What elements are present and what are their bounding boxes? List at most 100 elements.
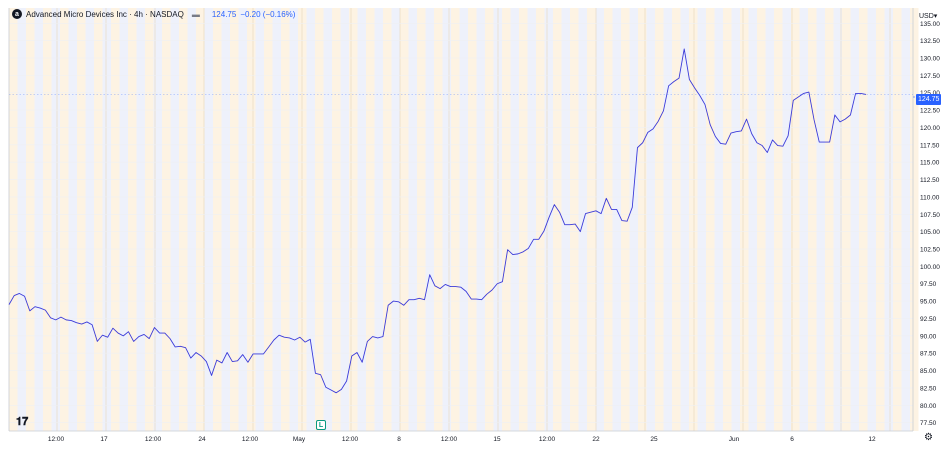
eye-icon[interactable]: ▬ [191,9,200,19]
session-band [230,8,239,431]
session-band [808,8,817,431]
x-tick-label: 8 [397,436,401,443]
session-band [825,8,834,431]
x-axis: 12:00 17 12:00 24 12:00 May 12:00 8 12:00 15 12:00… [48,436,876,443]
session-band [238,8,247,431]
x-tick-label: 12 [868,436,876,443]
y-tick-label: 130.00 [920,56,940,63]
session-band [850,8,859,431]
y-tick-label: 77.50 [920,420,937,427]
session-band [315,8,324,431]
session-band [85,8,94,431]
session-band [476,8,485,431]
session-band [553,8,562,431]
session-band [655,8,664,431]
legend-change: −0.20 (−0.16%) [240,9,296,19]
session-band [893,8,902,431]
session-band [289,8,298,431]
session-band [162,8,171,431]
session-band [833,8,842,431]
session-band [383,8,392,431]
session-band [502,8,511,431]
session-band [128,8,137,431]
session-band [323,8,332,431]
session-band [366,8,375,431]
session-band [119,8,128,431]
session-band [247,8,256,431]
session-band [442,8,451,431]
session-band [196,8,205,431]
session-band [213,8,222,431]
session-band [264,8,273,431]
session-band [638,8,647,431]
session-band [255,8,264,431]
session-band [604,8,613,431]
y-tick-label: 85.00 [920,368,937,375]
session-band [791,8,800,431]
session-band [723,8,732,431]
x-tick-label: 22 [592,436,600,443]
x-tick-label: 12:00 [48,436,65,443]
y-tick-label: 80.00 [920,403,937,410]
earnings-event-marker[interactable]: L [316,420,326,430]
session-band [757,8,766,431]
x-tick-label: Jun [729,436,740,443]
session-band [459,8,468,431]
tradingview-logo-icon[interactable]: 𝟏𝟕 [16,415,29,428]
y-tick-label: 90.00 [920,333,937,340]
y-axis: 135.00 132.50 130.00 127.50 125.00 122.50 120.… [920,21,940,427]
session-band [187,8,196,431]
y-tick-label: 117.50 [920,142,940,149]
session-band [77,8,86,431]
session-band [544,8,553,431]
session-band [612,8,621,431]
session-band [43,8,52,431]
x-tick-label: 25 [650,436,658,443]
price-line [8,48,867,394]
x-tick-label: 12:00 [145,436,162,443]
session-band [9,8,18,431]
y-tick-label: 125.00 [920,90,940,97]
session-band [570,8,579,431]
session-band [357,8,366,431]
symbol-legend[interactable]: a Advanced Micro Devices Inc · 4h · NASD… [12,9,295,19]
session-band [102,8,111,431]
currency-select[interactable]: USD▾ [919,13,938,20]
session-band [910,8,919,431]
session-band [111,8,120,431]
session-band [884,8,893,431]
session-band [740,8,749,431]
session-band [519,8,528,431]
session-band [136,8,145,431]
session-band [842,8,851,431]
y-tick-label: 132.50 [920,38,940,45]
session-band [527,8,536,431]
session-bands [9,8,919,431]
session-band [340,8,349,431]
session-band [748,8,757,431]
session-band [714,8,723,431]
gridlines [9,22,913,423]
session-band [221,8,230,431]
session-band [859,8,868,431]
session-band [629,8,638,431]
last-price-tag: 124.75 [916,94,942,105]
settings-gear-icon[interactable]: ⚙ [924,432,933,443]
y-tick-label: 82.50 [920,385,937,392]
session-band [510,8,519,431]
session-band [51,8,60,431]
amd-logo-icon: a [12,9,22,19]
symbol-title[interactable]: Advanced Micro Devices Inc · 4h · NASDAQ [26,9,184,19]
session-band [26,8,35,431]
session-band [816,8,825,431]
session-band [621,8,630,431]
session-band [434,8,443,431]
session-band [374,8,383,431]
session-band [417,8,426,431]
session-band [680,8,689,431]
y-tick-label: 102.50 [920,247,940,254]
session-band [68,8,77,431]
x-tick-label: 17 [100,436,108,443]
x-tick-label: 12:00 [441,436,458,443]
